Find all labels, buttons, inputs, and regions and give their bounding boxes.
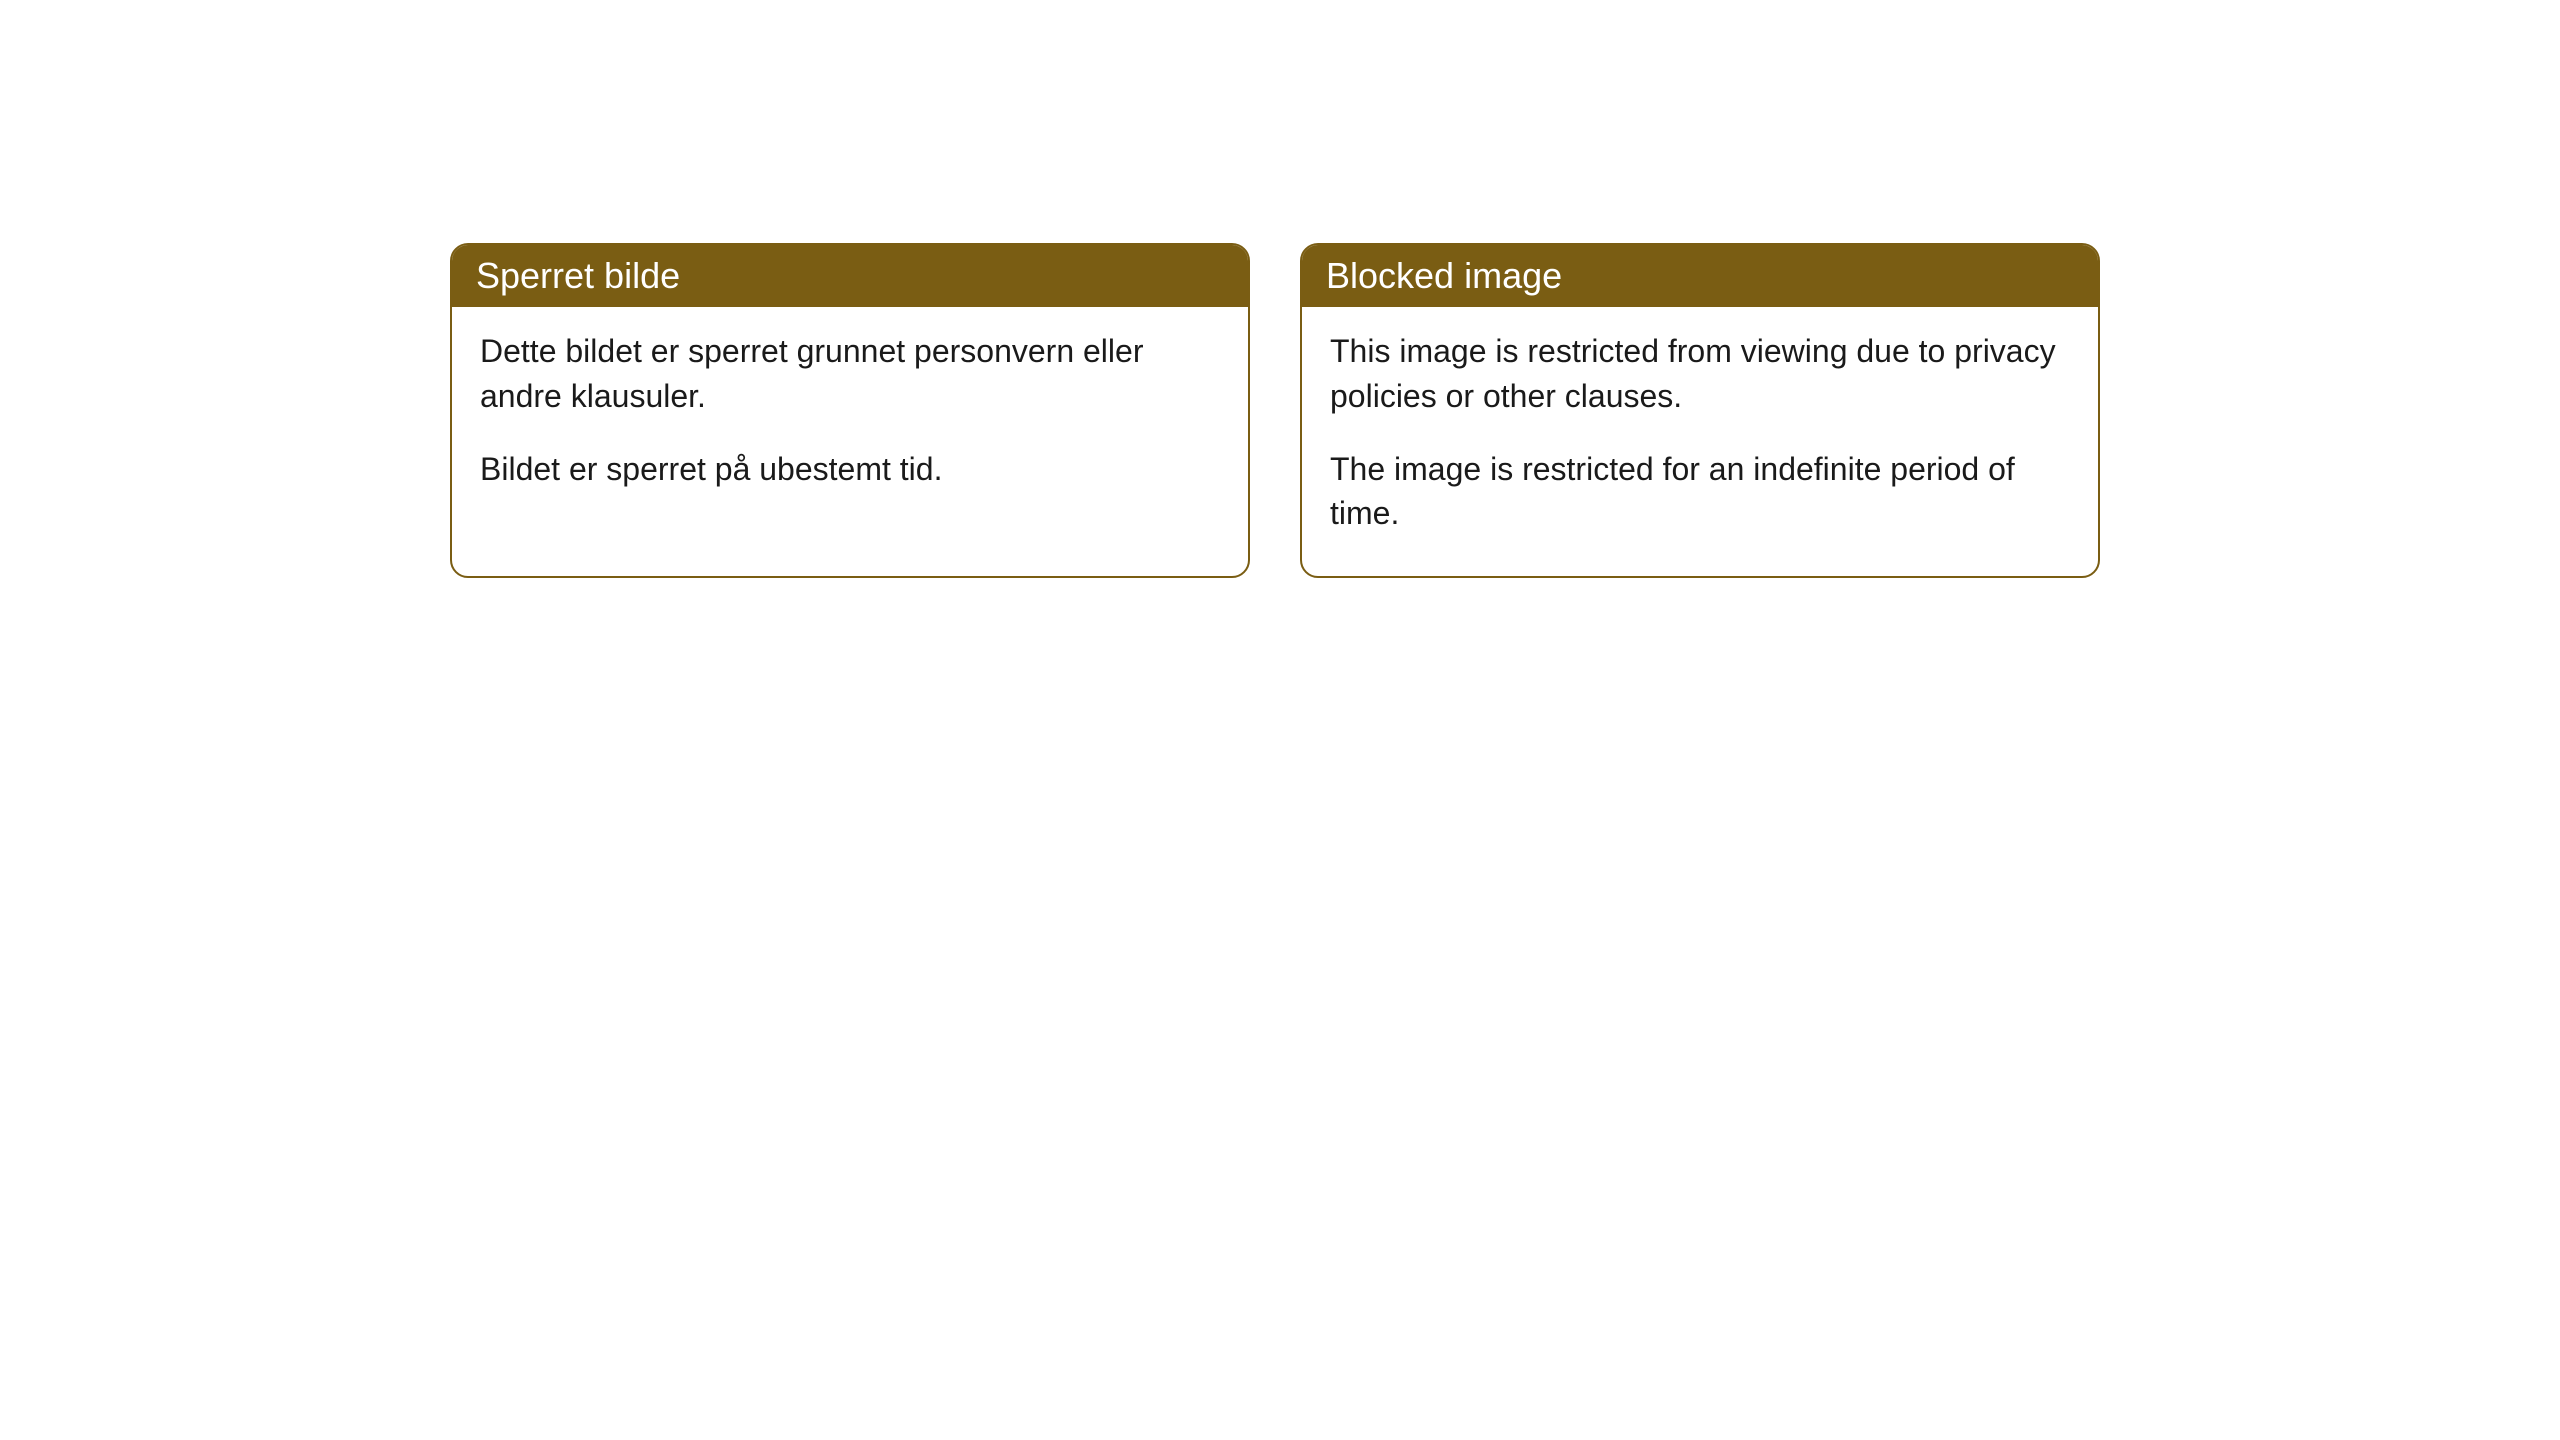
card-paragraph-2: Bildet er sperret på ubestemt tid. (480, 447, 1220, 492)
card-paragraph-1: This image is restricted from viewing du… (1330, 329, 2070, 419)
card-header-norwegian: Sperret bilde (452, 245, 1248, 307)
blocked-image-card-english: Blocked image This image is restricted f… (1300, 243, 2100, 578)
card-paragraph-1: Dette bildet er sperret grunnet personve… (480, 329, 1220, 419)
blocked-image-card-norwegian: Sperret bilde Dette bildet er sperret gr… (450, 243, 1250, 578)
card-title: Blocked image (1326, 255, 1562, 296)
card-header-english: Blocked image (1302, 245, 2098, 307)
card-title: Sperret bilde (476, 255, 680, 296)
card-body-english: This image is restricted from viewing du… (1302, 307, 2098, 576)
card-body-norwegian: Dette bildet er sperret grunnet personve… (452, 307, 1248, 531)
card-paragraph-2: The image is restricted for an indefinit… (1330, 447, 2070, 537)
notice-cards-container: Sperret bilde Dette bildet er sperret gr… (450, 243, 2100, 578)
